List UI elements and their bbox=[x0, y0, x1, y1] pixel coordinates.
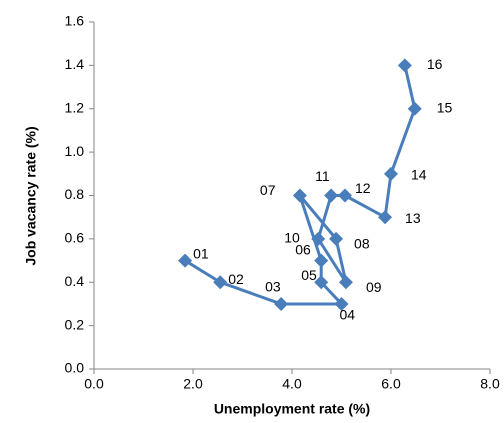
y-tick-label: 1.6 bbox=[65, 13, 85, 29]
x-tick-label: 2.0 bbox=[183, 376, 203, 392]
y-tick-label: 0.2 bbox=[65, 316, 85, 332]
x-tick-label: 8.0 bbox=[480, 376, 500, 392]
y-tick-label: 0.6 bbox=[65, 230, 85, 246]
y-tick-label: 0.0 bbox=[65, 360, 85, 376]
point-label: 13 bbox=[405, 210, 421, 226]
point-label: 06 bbox=[295, 241, 311, 257]
x-tick-label: 0.0 bbox=[84, 376, 104, 392]
y-tick-label: 1.0 bbox=[65, 143, 85, 159]
point-label: 08 bbox=[354, 236, 370, 252]
data-point bbox=[378, 210, 393, 225]
data-point bbox=[338, 275, 353, 290]
data-point bbox=[314, 275, 329, 290]
data-point bbox=[384, 166, 398, 181]
point-label: 04 bbox=[340, 307, 356, 323]
data-point bbox=[337, 188, 352, 203]
y-tick-label: 1.4 bbox=[65, 56, 85, 72]
x-tick-label: 6.0 bbox=[381, 376, 401, 392]
data-point bbox=[397, 58, 412, 73]
point-label: 16 bbox=[427, 56, 443, 72]
point-label: 14 bbox=[411, 167, 427, 183]
point-label: 01 bbox=[193, 245, 209, 261]
data-point bbox=[334, 296, 349, 311]
y-tick-label: 0.4 bbox=[65, 273, 85, 289]
data-point bbox=[274, 296, 289, 311]
point-label: 10 bbox=[284, 230, 300, 246]
data-point bbox=[213, 275, 228, 290]
point-label: 02 bbox=[228, 271, 244, 287]
data-point bbox=[324, 188, 339, 203]
x-tick-label: 4.0 bbox=[282, 376, 302, 392]
point-label: 03 bbox=[265, 279, 281, 295]
data-point bbox=[292, 188, 307, 203]
point-label: 15 bbox=[437, 99, 453, 115]
data-point bbox=[329, 231, 344, 246]
point-label: 09 bbox=[366, 279, 382, 295]
point-label: 05 bbox=[301, 267, 317, 283]
data-point bbox=[407, 101, 422, 116]
data-point bbox=[178, 253, 193, 268]
point-label: 07 bbox=[260, 182, 276, 198]
point-label: 11 bbox=[315, 168, 330, 184]
y-axis-title: Job vacancy rate (%) bbox=[23, 126, 39, 265]
x-axis-title: Unemployment rate (%) bbox=[214, 401, 370, 417]
series-line bbox=[184, 65, 417, 306]
y-tick-label: 0.8 bbox=[65, 186, 85, 202]
y-tick-label: 1.2 bbox=[65, 99, 85, 115]
data-point bbox=[314, 253, 329, 268]
point-label: 12 bbox=[355, 180, 371, 196]
data-point bbox=[311, 231, 326, 246]
